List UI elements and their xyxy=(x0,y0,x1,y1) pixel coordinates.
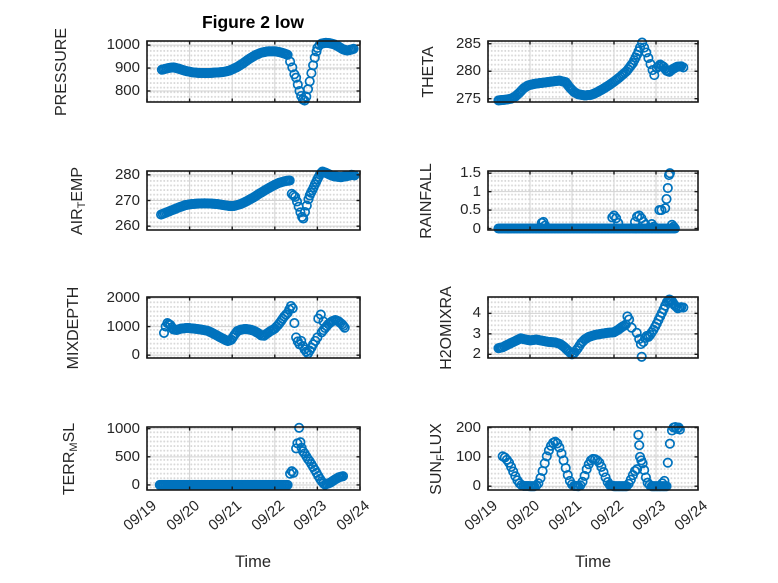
scatter-series xyxy=(156,166,360,224)
subplot-rainfall xyxy=(487,168,699,234)
y-tick-label: 285 xyxy=(455,34,481,52)
x-tick-label: 09/19 xyxy=(120,497,160,535)
x-tick-label: 09/21 xyxy=(205,497,246,535)
subplot-sun-flux xyxy=(487,421,699,492)
y-axis-label-terr-msl: TERRMSL xyxy=(61,422,80,495)
subplot-terr-msl xyxy=(146,422,361,491)
x-tick-label: 09/19 xyxy=(461,497,501,535)
scatter-series xyxy=(154,422,349,490)
x-axis-label-left: Time xyxy=(234,553,272,571)
y-tick-label: 280 xyxy=(455,62,481,80)
scatter-series xyxy=(493,294,689,362)
major-gridlines xyxy=(488,171,698,230)
axes-border xyxy=(487,426,699,491)
x-axis-label-right: Time xyxy=(574,553,612,571)
axes-border xyxy=(487,170,699,231)
y-tick-label: 1.5 xyxy=(460,164,481,182)
subplot-h2omixra xyxy=(487,294,699,362)
x-tick-label: 09/20 xyxy=(162,497,203,535)
axes-border xyxy=(487,296,699,359)
subplot-h2omixra-area xyxy=(488,297,698,358)
x-tick-label: 09/23 xyxy=(290,497,331,535)
axes-border xyxy=(146,40,361,103)
axes-border xyxy=(146,426,361,491)
y-tick-label: 270 xyxy=(114,191,140,209)
subplot-mixdepth xyxy=(146,296,361,359)
x-tick-label: 09/24 xyxy=(671,497,711,535)
y-tick-label: 1000 xyxy=(106,317,140,335)
y-tick-label: 0 xyxy=(131,475,140,493)
axes-border xyxy=(146,170,361,231)
x-tick-label: 09/24 xyxy=(333,497,373,535)
y-tick-label: 275 xyxy=(455,89,481,107)
y-tick-label: 0.5 xyxy=(460,201,481,219)
y-axis-label-sun-flux: SUNFLUX xyxy=(428,422,447,495)
y-tick-label: 2000 xyxy=(106,289,140,306)
x-tick-label: 09/20 xyxy=(503,497,543,535)
axes-border xyxy=(487,40,699,103)
scatter-series xyxy=(493,168,680,234)
y-tick-label: 0 xyxy=(472,219,481,237)
y-tick-label: 260 xyxy=(114,217,140,235)
subplot-pressure xyxy=(146,37,361,106)
subplot-air-temp xyxy=(146,166,361,231)
scatter-series xyxy=(156,37,359,106)
y-tick-label: 3 xyxy=(472,324,481,342)
y-tick-label: 100 xyxy=(455,447,481,465)
y-tick-label: 0 xyxy=(472,477,481,495)
x-tick-label: 09/22 xyxy=(248,497,288,535)
y-axis-label-rainfall: RAINFALL xyxy=(418,162,435,239)
y-tick-label: 1000 xyxy=(106,36,140,54)
y-tick-label: 1000 xyxy=(106,419,140,437)
y-tick-label: 2 xyxy=(472,345,481,363)
y-tick-label: 500 xyxy=(114,447,140,465)
y-tick-label: 900 xyxy=(114,59,140,77)
scatter-series xyxy=(493,37,689,106)
y-tick-label: 800 xyxy=(114,81,140,99)
axes-border xyxy=(146,296,361,359)
y-tick-label: 0 xyxy=(131,346,140,364)
x-tick-label: 09/22 xyxy=(587,497,627,535)
subplot-theta xyxy=(487,37,699,106)
y-tick-label: 200 xyxy=(455,418,481,436)
y-tick-label: 4 xyxy=(472,304,481,322)
y-tick-label: 1 xyxy=(472,182,481,200)
x-tick-label: 09/23 xyxy=(629,497,669,535)
y-tick-label: 280 xyxy=(114,165,140,183)
scatter-series xyxy=(158,300,350,359)
scatter-series xyxy=(497,421,685,492)
major-gridlines xyxy=(147,297,360,358)
figure-title: Figure 2 low xyxy=(201,12,305,32)
x-tick-label: 09/21 xyxy=(545,497,585,535)
